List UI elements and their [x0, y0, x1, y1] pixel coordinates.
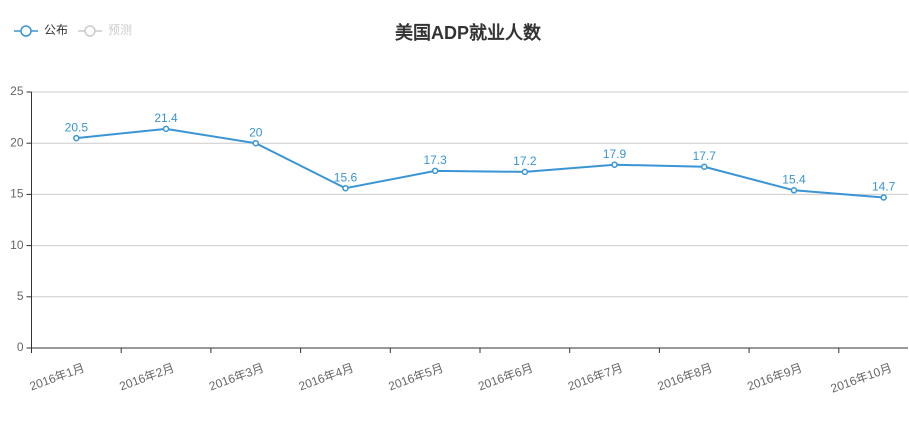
- point: [880, 194, 887, 201]
- y-tick-label: 5: [17, 289, 24, 303]
- point: [521, 168, 529, 176]
- point: [342, 185, 349, 192]
- data-label: 15.6: [334, 170, 358, 184]
- data-label: 17.3: [423, 153, 447, 167]
- data-label: 14.7: [872, 180, 896, 194]
- x-tick-label: 2016年10月: [829, 361, 894, 396]
- legend-label: 公布: [44, 23, 68, 37]
- data-label: 20: [249, 125, 263, 139]
- x-tick-label: 2016年5月: [387, 361, 446, 394]
- x-tick-label: 2016年7月: [566, 361, 625, 394]
- point: [431, 167, 439, 175]
- x-tick-label: 2016年8月: [656, 361, 715, 394]
- point: [162, 125, 170, 133]
- data-label: 17.9: [603, 147, 627, 161]
- point: [701, 163, 708, 171]
- x-tick-label: 2016年1月: [28, 361, 87, 394]
- y-tick-label: 25: [10, 84, 24, 98]
- x-tick-label: 2016年2月: [117, 361, 176, 394]
- x-tick-label: 2016年9月: [745, 361, 804, 394]
- y-tick-label: 15: [10, 187, 24, 201]
- data-label: 17.2: [513, 154, 537, 168]
- legend-item: 公布: [14, 23, 68, 37]
- point: [611, 161, 618, 168]
- point: [73, 134, 80, 142]
- x-tick-label: 2016年4月: [297, 361, 356, 394]
- legend-label: 预测: [108, 23, 132, 37]
- legend-symbol: [84, 25, 96, 37]
- data-label: 20.5: [65, 120, 89, 134]
- line: [76, 127, 884, 199]
- x-tick-label: 2016年3月: [207, 361, 266, 394]
- y-tick-label: 0: [17, 340, 24, 354]
- data-label: 15.4: [782, 172, 806, 186]
- point: [790, 187, 798, 194]
- legend-symbol: [20, 25, 32, 37]
- x-tick-label: 2016年6月: [476, 361, 535, 394]
- chart-title: 美国ADP就业人数: [395, 22, 542, 43]
- data-label: 21.4: [154, 111, 178, 125]
- y-tick-label: 10: [10, 238, 24, 252]
- y-tick-label: 20: [10, 135, 24, 149]
- data-label: 17.7: [693, 149, 717, 163]
- point: [252, 139, 259, 147]
- legend-item: 预测: [78, 23, 132, 37]
